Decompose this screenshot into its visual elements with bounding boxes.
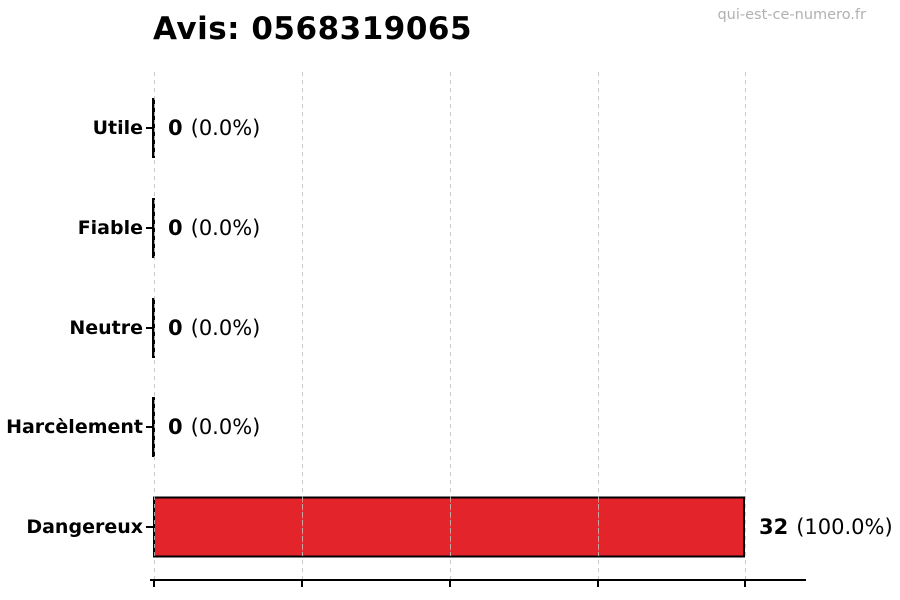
x-tick-32 (744, 581, 746, 587)
x-axis-line (150, 579, 806, 581)
x-tick-8 (301, 581, 303, 587)
value-percentage: (100.0%) (796, 515, 893, 539)
bar-fiable-zero (152, 198, 155, 258)
value-label-neutre: 0 (0.0%) (168, 316, 260, 340)
y-tick-neutre (146, 327, 153, 329)
gridline-x8 (302, 72, 303, 580)
y-tick-harcelement (146, 426, 153, 428)
x-tick-24 (597, 581, 599, 587)
category-label-neutre: Neutre (69, 317, 143, 339)
value-label-dangereux: 32 (100.0%) (759, 515, 893, 539)
bar-dangereux (153, 496, 745, 558)
chart-row-fiable: Fiable 0 (0.0%) (0, 178, 900, 278)
gridline-x0 (154, 72, 155, 580)
value-percentage: (0.0%) (190, 415, 261, 439)
value-count: 32 (759, 515, 789, 539)
bar-utile-zero (152, 98, 155, 158)
category-label-utile: Utile (92, 117, 143, 139)
value-percentage: (0.0%) (190, 316, 261, 340)
value-label-harcelement: 0 (0.0%) (168, 415, 260, 439)
watermark-site-name: qui-est-ce-numero.fr (717, 7, 866, 23)
value-count: 0 (168, 216, 183, 240)
chart-row-utile: Utile 0 (0.0%) (0, 78, 900, 178)
category-label-harcelement: Harcèlement (6, 416, 143, 438)
chart-row-neutre: Neutre 0 (0.0%) (0, 278, 900, 378)
chart-row-dangereux: Dangereux 32 (100.0%) (0, 477, 900, 577)
y-tick-fiable (146, 227, 153, 229)
bar-harcelement-zero (152, 397, 155, 457)
gridline-x32 (745, 72, 746, 580)
category-label-fiable: Fiable (77, 217, 143, 239)
chart-row-harcelement: Harcèlement 0 (0.0%) (0, 377, 900, 477)
category-label-dangereux: Dangereux (26, 516, 143, 538)
gridline-x24 (598, 72, 599, 580)
value-percentage: (0.0%) (190, 116, 261, 140)
value-count: 0 (168, 316, 183, 340)
value-percentage: (0.0%) (190, 216, 261, 240)
gridline-x16 (450, 72, 451, 580)
value-count: 0 (168, 116, 183, 140)
chart-title: Avis: 0568319065 (153, 11, 473, 47)
value-count: 0 (168, 415, 183, 439)
bar-neutre-zero (152, 298, 155, 358)
value-label-utile: 0 (0.0%) (168, 116, 260, 140)
y-tick-utile (146, 127, 153, 129)
value-label-fiable: 0 (0.0%) (168, 216, 260, 240)
x-tick-16 (449, 581, 451, 587)
x-tick-0 (153, 581, 155, 587)
y-tick-dangereux (146, 526, 153, 528)
